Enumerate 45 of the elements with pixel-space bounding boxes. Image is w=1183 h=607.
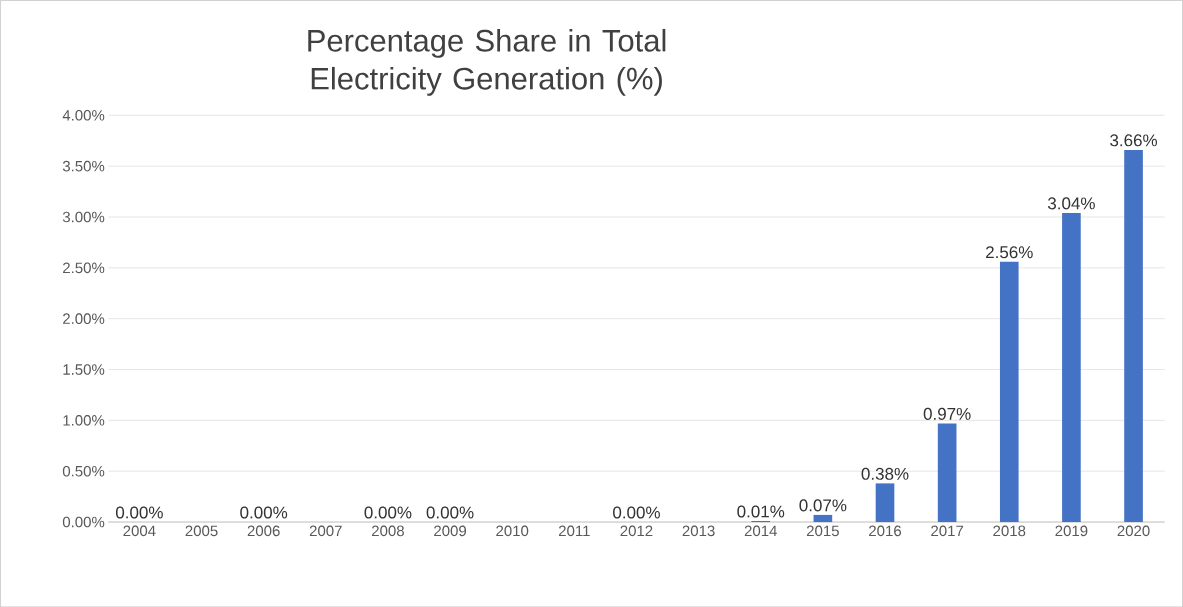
- data-label: 0.00%: [613, 506, 660, 519]
- y-tick-label: 2.00%: [63, 313, 105, 324]
- data-label: 0.07%: [799, 499, 847, 512]
- x-tick-label: 2018: [993, 525, 1026, 536]
- x-tick-label: 2014: [744, 525, 777, 536]
- x-tick-label: 2016: [869, 525, 902, 536]
- data-label: 0.38%: [861, 467, 909, 480]
- x-tick-label: 2009: [434, 525, 467, 536]
- y-tick-label: 2.50%: [63, 262, 105, 273]
- x-tick-label: 2007: [309, 525, 342, 536]
- bar: [937, 423, 957, 522]
- chart-title: Percentage Share in Total Electricity Generation (%): [308, 28, 666, 96]
- x-tick-label: 2012: [620, 525, 653, 536]
- x-tick-label: 2008: [372, 525, 404, 536]
- bar: [875, 483, 895, 522]
- data-label: 0.00%: [115, 506, 163, 519]
- bar: [813, 514, 833, 522]
- bar: [1062, 212, 1081, 522]
- data-label: 3.04%: [1047, 197, 1095, 210]
- y-tick-label: 1.50%: [63, 364, 105, 375]
- x-tick-label: 2013: [682, 525, 715, 536]
- bar: [1124, 149, 1143, 522]
- data-label: 2.56%: [986, 245, 1033, 259]
- y-tick-label: 3.50%: [62, 160, 105, 172]
- x-tick-label: 2005: [185, 525, 218, 536]
- data-label: 0.00%: [240, 506, 288, 519]
- y-tick-label: 0.50%: [62, 465, 105, 477]
- x-tick-label: 2015: [806, 525, 839, 536]
- x-tick-label: 2010: [496, 525, 529, 536]
- bar: [999, 261, 1019, 522]
- y-tick-label: 3.00%: [62, 211, 105, 223]
- y-tick-label: 1.00%: [63, 414, 105, 426]
- data-label: 0.97%: [923, 407, 971, 420]
- x-tick-label: 2004: [123, 525, 156, 536]
- x-tick-label: 2020: [1117, 525, 1150, 536]
- data-label: 0.01%: [737, 505, 785, 518]
- y-tick-label: 4.00%: [62, 109, 105, 121]
- data-label: 3.66%: [1110, 134, 1158, 147]
- x-tick-label: 2011: [558, 525, 590, 536]
- x-tick-label: 2017: [931, 525, 964, 536]
- y-tick-label: 0.00%: [62, 516, 105, 528]
- x-tick-label: 2019: [1055, 525, 1088, 536]
- data-label: 0.00%: [364, 506, 412, 519]
- data-label: 0.00%: [426, 506, 474, 519]
- x-tick-label: 2006: [247, 525, 280, 536]
